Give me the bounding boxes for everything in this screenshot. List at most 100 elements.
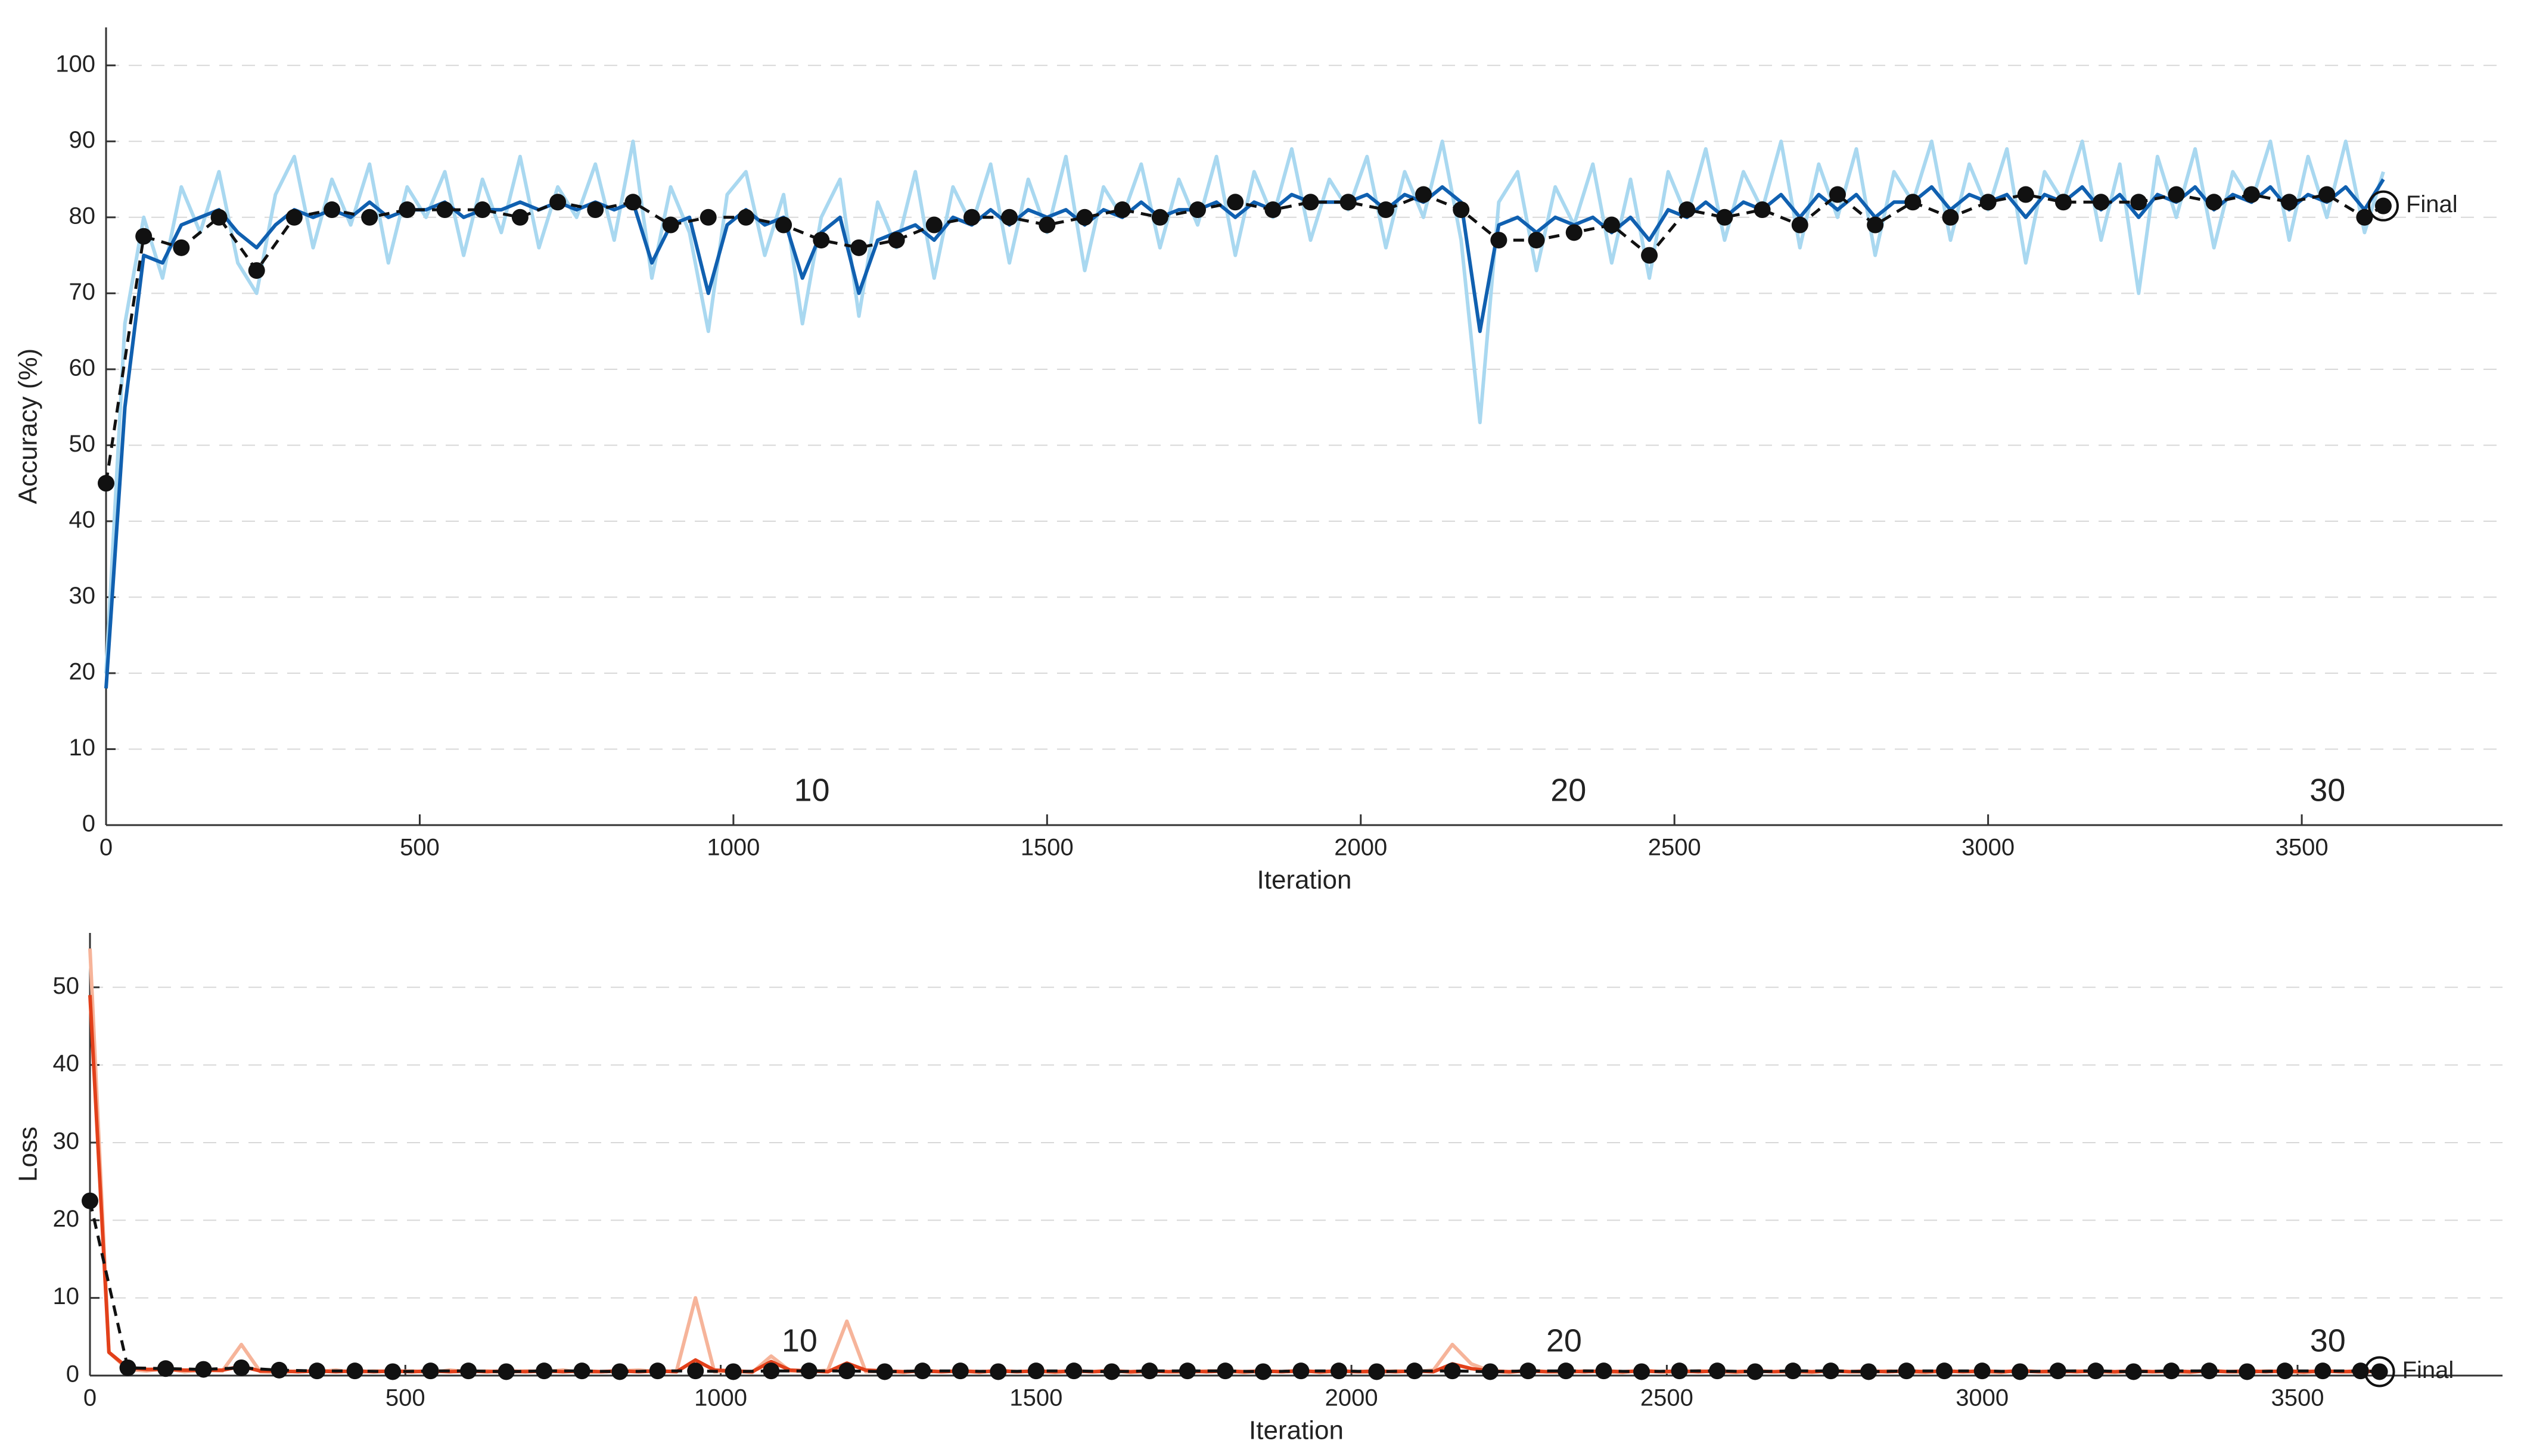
validation-point <box>1678 201 1696 219</box>
validation-point <box>2205 194 2222 211</box>
series-line <box>104 178 2385 689</box>
validation-point <box>624 194 642 211</box>
y-tick-label: 50 <box>69 431 96 457</box>
validation-point <box>775 216 792 234</box>
validation-point <box>436 201 453 219</box>
validation-point <box>1027 1362 1045 1380</box>
y-tick-label: 10 <box>69 735 96 761</box>
validation-point <box>1415 186 1432 203</box>
y-axis-title: Loss <box>14 1127 43 1182</box>
validation-point <box>662 216 679 234</box>
validation-point <box>925 216 943 234</box>
validation-point <box>384 1363 402 1380</box>
y-tick-label: 80 <box>69 203 96 229</box>
validation-point <box>2356 209 2373 226</box>
validation-point <box>1898 1362 1915 1380</box>
validation-point <box>800 1362 817 1380</box>
validation-point <box>2017 186 2034 203</box>
validation-point <box>1904 194 1922 211</box>
validation-point <box>1528 232 1545 249</box>
validation-point <box>173 239 190 256</box>
validation-point <box>2318 186 2336 203</box>
validation-point <box>611 1363 629 1380</box>
y-tick-label: 40 <box>53 1050 80 1077</box>
validation-point <box>2125 1363 2142 1380</box>
validation-point <box>1189 201 1207 219</box>
validation-point <box>1829 186 1846 203</box>
validation-point <box>649 1362 666 1380</box>
y-tick-label: 70 <box>69 279 96 305</box>
validation-point <box>1490 232 1507 249</box>
validation-point <box>990 1363 1007 1380</box>
validation-point <box>963 209 980 226</box>
validation-point <box>1785 1362 1802 1380</box>
validation-point <box>1377 201 1394 219</box>
x-tick-label: 3500 <box>2271 1385 2324 1411</box>
epoch-label: 10 <box>782 1323 817 1358</box>
validation-point <box>1973 1362 1991 1380</box>
validation-point <box>536 1362 553 1380</box>
validation-point <box>2049 1362 2066 1380</box>
x-tick-label: 2500 <box>1640 1385 1693 1411</box>
validation-point <box>2374 197 2392 214</box>
validation-point <box>876 1363 893 1380</box>
epoch-label: 10 <box>794 772 829 808</box>
final-label: Final <box>2402 1357 2454 1383</box>
validation-point <box>248 262 265 279</box>
x-tick-label: 0 <box>83 1385 97 1411</box>
validation-point <box>2239 1363 2256 1380</box>
y-tick-label: 60 <box>69 354 96 381</box>
validation-point <box>1217 1362 1234 1380</box>
validation-point <box>2163 1362 2180 1380</box>
y-tick-label: 0 <box>82 811 95 837</box>
validation-point <box>511 209 529 226</box>
validation-point <box>1716 209 1733 226</box>
validation-point <box>1368 1363 1385 1380</box>
epoch-label: 30 <box>2309 772 2345 808</box>
x-tick-label: 3500 <box>2276 835 2329 861</box>
x-tick-label: 1500 <box>1021 835 1074 861</box>
validation-point <box>2200 1362 2218 1380</box>
validation-point <box>1151 209 1168 226</box>
validation-point <box>2087 1362 2105 1380</box>
validation-point <box>2371 1363 2388 1380</box>
epoch-label: 30 <box>2310 1323 2346 1358</box>
x-tick-label: 500 <box>400 835 440 861</box>
validation-point <box>573 1362 590 1380</box>
validation-point <box>1001 209 1018 226</box>
validation-point <box>1482 1363 1499 1380</box>
validation-point <box>1254 1363 1272 1380</box>
validation-point <box>725 1363 742 1380</box>
validation-point <box>1039 216 1056 234</box>
validation-point <box>2281 194 2298 211</box>
y-tick-label: 90 <box>69 127 96 153</box>
validation-point <box>2168 186 2185 203</box>
validation-point <box>1867 216 1884 234</box>
x-tick-label: 3000 <box>1956 1385 2009 1411</box>
x-tick-label: 2000 <box>1325 1385 1378 1411</box>
validation-point <box>1936 1362 1953 1380</box>
validation-point <box>1603 216 1620 234</box>
validation-point <box>1103 1363 1120 1380</box>
x-tick-label: 2500 <box>1648 835 1701 861</box>
validation-point <box>361 209 378 226</box>
validation-point <box>1406 1362 1423 1380</box>
x-axis-title: Iteration <box>1257 866 1352 895</box>
validation-point <box>914 1362 931 1380</box>
y-tick-label: 100 <box>55 51 95 77</box>
y-tick-label: 10 <box>53 1283 80 1309</box>
validation-point <box>587 201 604 219</box>
validation-point <box>195 1361 212 1378</box>
y-tick-label: 20 <box>53 1206 80 1232</box>
validation-point <box>763 1362 780 1380</box>
validation-point <box>549 194 567 211</box>
x-tick-label: 1000 <box>707 835 760 861</box>
y-tick-label: 40 <box>69 506 96 533</box>
validation-point <box>1339 194 1357 211</box>
validation-point <box>1453 201 1470 219</box>
x-tick-label: 1000 <box>694 1385 747 1411</box>
validation-point <box>1791 216 1808 234</box>
validation-point <box>422 1362 439 1380</box>
